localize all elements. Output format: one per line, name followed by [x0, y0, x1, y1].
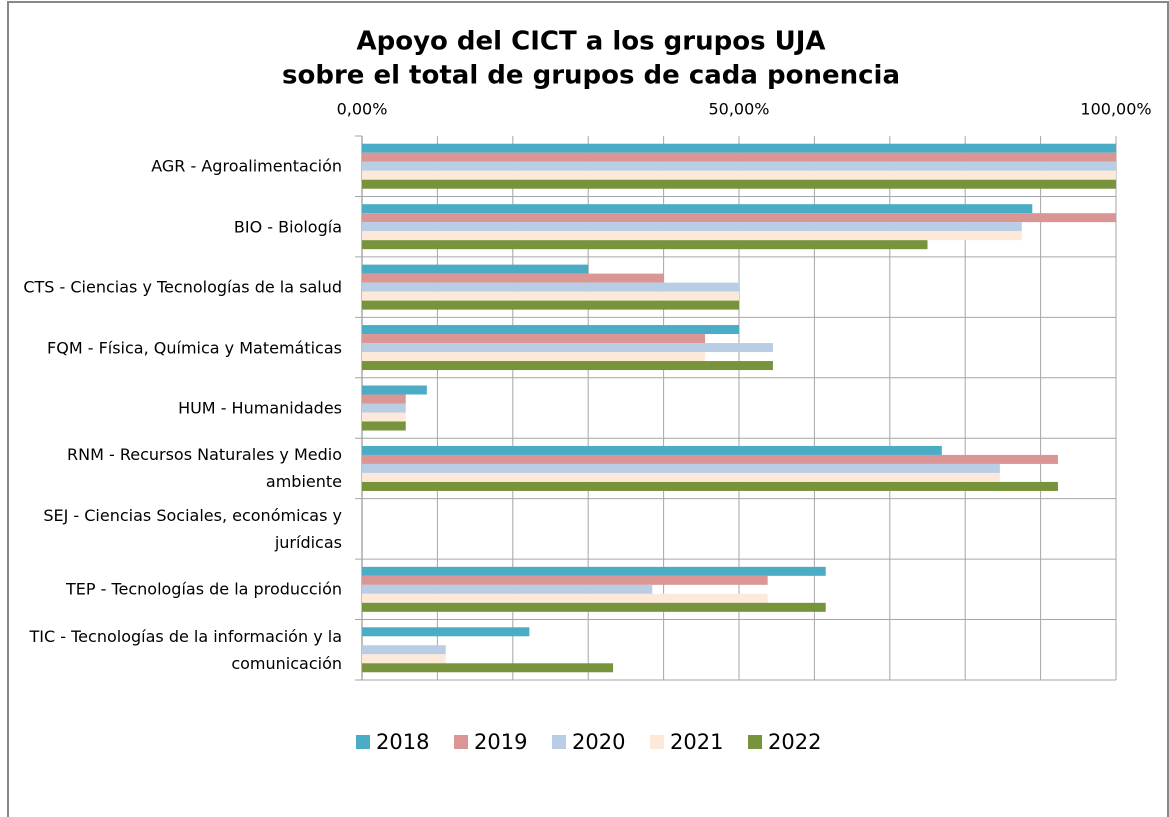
bar — [362, 403, 406, 413]
y-tick-label: TEP - Tecnologías de la producción — [65, 579, 342, 599]
x-tick-label: 100,00% — [1080, 100, 1151, 119]
x-tick-label: 50,00% — [708, 100, 769, 119]
legend-label: 2019 — [474, 730, 527, 754]
bar — [362, 663, 614, 673]
y-tick-label: HUM - Humanidades — [178, 398, 342, 418]
chart-title: Apoyo del CICT a los grupos UJA — [356, 27, 825, 57]
chart-subtitle: sobre el total de grupos de cada ponenci… — [282, 61, 900, 91]
legend-label: 2022 — [768, 730, 821, 754]
bar — [362, 334, 706, 344]
bar — [362, 240, 928, 250]
bar — [362, 231, 1022, 241]
bar — [362, 343, 773, 353]
bar — [362, 454, 1058, 464]
bar — [362, 213, 1116, 223]
bar — [362, 291, 739, 301]
bar — [362, 627, 530, 637]
bar — [362, 412, 406, 422]
bar — [362, 394, 406, 404]
bar — [362, 361, 773, 371]
bar — [362, 463, 1000, 473]
y-tick-label: AGR - Agroalimentación — [151, 156, 342, 176]
bar — [362, 273, 664, 283]
bar — [362, 143, 1116, 153]
bar — [362, 654, 446, 664]
bar — [362, 222, 1022, 232]
bar — [362, 161, 1116, 171]
bar — [362, 264, 589, 274]
bar — [362, 282, 739, 292]
bar — [362, 584, 653, 594]
frame — [7, 1, 1169, 817]
bar — [362, 170, 1116, 180]
legend-label: 2020 — [572, 730, 625, 754]
bar — [362, 385, 427, 395]
legend-swatch — [356, 735, 370, 749]
bar — [362, 645, 446, 655]
x-tick-label: 0,00% — [337, 100, 388, 119]
y-tick-label: FQM - Física, Química y Matemáticas — [47, 338, 342, 358]
bar — [362, 421, 406, 431]
bar — [362, 204, 1033, 214]
y-tick-label: BIO - Biología — [233, 217, 342, 237]
bar — [362, 566, 826, 576]
bar — [362, 325, 739, 335]
bar — [362, 472, 1000, 482]
legend-swatch — [650, 735, 664, 749]
legend-label: 2018 — [376, 730, 429, 754]
bar — [362, 602, 826, 612]
bar — [362, 179, 1116, 189]
bar — [362, 300, 739, 310]
bar — [362, 445, 942, 455]
legend-swatch — [748, 735, 762, 749]
bar — [362, 593, 768, 603]
bar — [362, 481, 1058, 491]
y-tick-label: TIC - Tecnologías de la información y la… — [29, 626, 342, 673]
legend-swatch — [454, 735, 468, 749]
legend-swatch — [552, 735, 566, 749]
y-tick-label: CTS - Ciencias y Tecnologías de la salud — [23, 277, 342, 297]
y-tick-label: RNM - Recursos Naturales y Medio ambient… — [66, 445, 342, 492]
y-tick-label: SEJ - Ciencias Sociales, económicas y ju… — [43, 505, 342, 552]
bar — [362, 152, 1116, 162]
legend-label: 2021 — [670, 730, 723, 754]
bar — [362, 352, 706, 362]
bar — [362, 575, 768, 585]
